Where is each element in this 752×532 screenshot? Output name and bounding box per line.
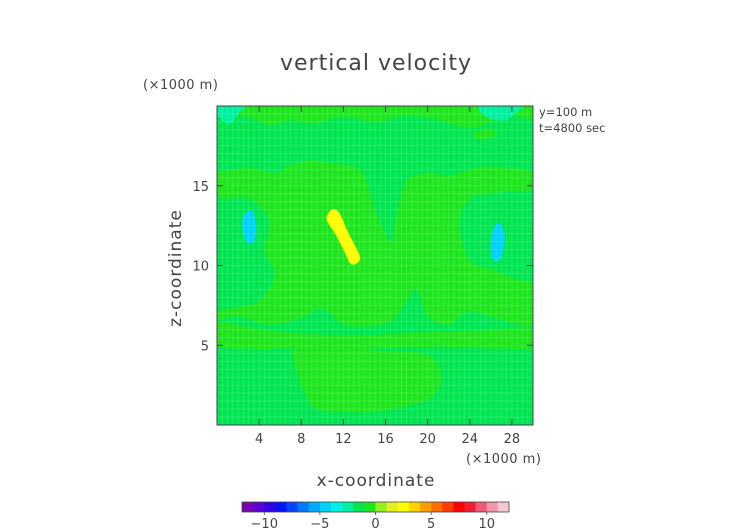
colorbar-swatch <box>386 502 399 512</box>
y-tick-label: 5 <box>201 339 209 354</box>
contour-region-negative-weak-2 <box>478 106 524 121</box>
contour-region-positive-weak-3 <box>292 345 442 413</box>
colorbar-swatch <box>442 502 454 512</box>
x-axis-unit: (×1000 m) <box>466 452 541 467</box>
plot-area: 4 8 12 16 20 24 28 5 10 15 <box>192 105 534 447</box>
x-tick-label: 16 <box>377 432 394 447</box>
colorbar-swatch <box>275 502 287 512</box>
annotation-y-position: y=100 m <box>539 105 592 119</box>
colorbar-swatch <box>375 502 387 512</box>
colorbar-swatch <box>253 502 265 512</box>
y-tick-label: 15 <box>192 180 209 195</box>
x-tick-label: 20 <box>419 432 436 447</box>
annotation-time: t=4800 sec <box>539 121 605 135</box>
colorbar-swatch <box>264 502 276 512</box>
colorbar-swatch <box>397 502 410 512</box>
colorbar: −10 −5 0 5 10 <box>241 501 510 532</box>
colorbar-swatch <box>420 502 432 512</box>
y-tick-label: 10 <box>192 260 209 275</box>
contour-region-positive-1 <box>326 209 360 265</box>
contour-region-positive-weak-2 <box>217 322 533 350</box>
colorbar-swatch <box>408 502 421 512</box>
colorbar-tick-label: −10 <box>251 517 278 532</box>
colorbar-swatch <box>331 502 343 512</box>
colorbar-swatch <box>431 502 443 512</box>
colorbar-tick-label: 0 <box>371 517 379 532</box>
colorbar-tick-label: 10 <box>478 517 495 532</box>
x-tick-label: 12 <box>335 432 352 447</box>
contour-region-negative-1 <box>242 210 256 245</box>
colorbar-swatch <box>486 502 499 512</box>
colorbar-tick-label: 5 <box>427 517 435 532</box>
colorbar-swatch <box>475 502 488 512</box>
x-tick-label: 24 <box>462 432 479 447</box>
contour-region-positive-weak-4 <box>217 106 533 129</box>
colorbar-swatch <box>497 502 510 512</box>
y-axis-label: z-coordinate <box>166 209 186 327</box>
colorbar-swatch <box>353 502 365 512</box>
y-axis-unit: (×1000 m) <box>143 78 218 93</box>
chart-title: vertical velocity <box>280 51 472 76</box>
contour-region-negative-2 <box>490 223 505 262</box>
colorbar-tick-label: −5 <box>310 517 329 532</box>
colorbar-swatch <box>319 502 332 512</box>
colorbar-swatch <box>286 502 298 512</box>
colorbar-swatch <box>308 502 321 512</box>
colorbar-swatch <box>342 502 354 512</box>
x-axis-label: x-coordinate <box>317 471 436 491</box>
colorbar-swatch <box>364 502 376 512</box>
contour-region-negative-weak-1 <box>217 106 246 124</box>
grid-lines <box>216 105 534 426</box>
contour-region-positive-weak-1 <box>217 160 533 327</box>
x-tick-label: 8 <box>297 432 305 447</box>
contour-region-positive-weak-5 <box>471 128 498 140</box>
colorbar-swatch <box>297 502 310 512</box>
x-tick-label: 28 <box>504 432 521 447</box>
colorbar-swatch <box>242 502 254 512</box>
colorbar-swatch <box>464 502 476 512</box>
colorbar-swatch <box>453 502 465 512</box>
x-tick-label: 4 <box>255 432 263 447</box>
